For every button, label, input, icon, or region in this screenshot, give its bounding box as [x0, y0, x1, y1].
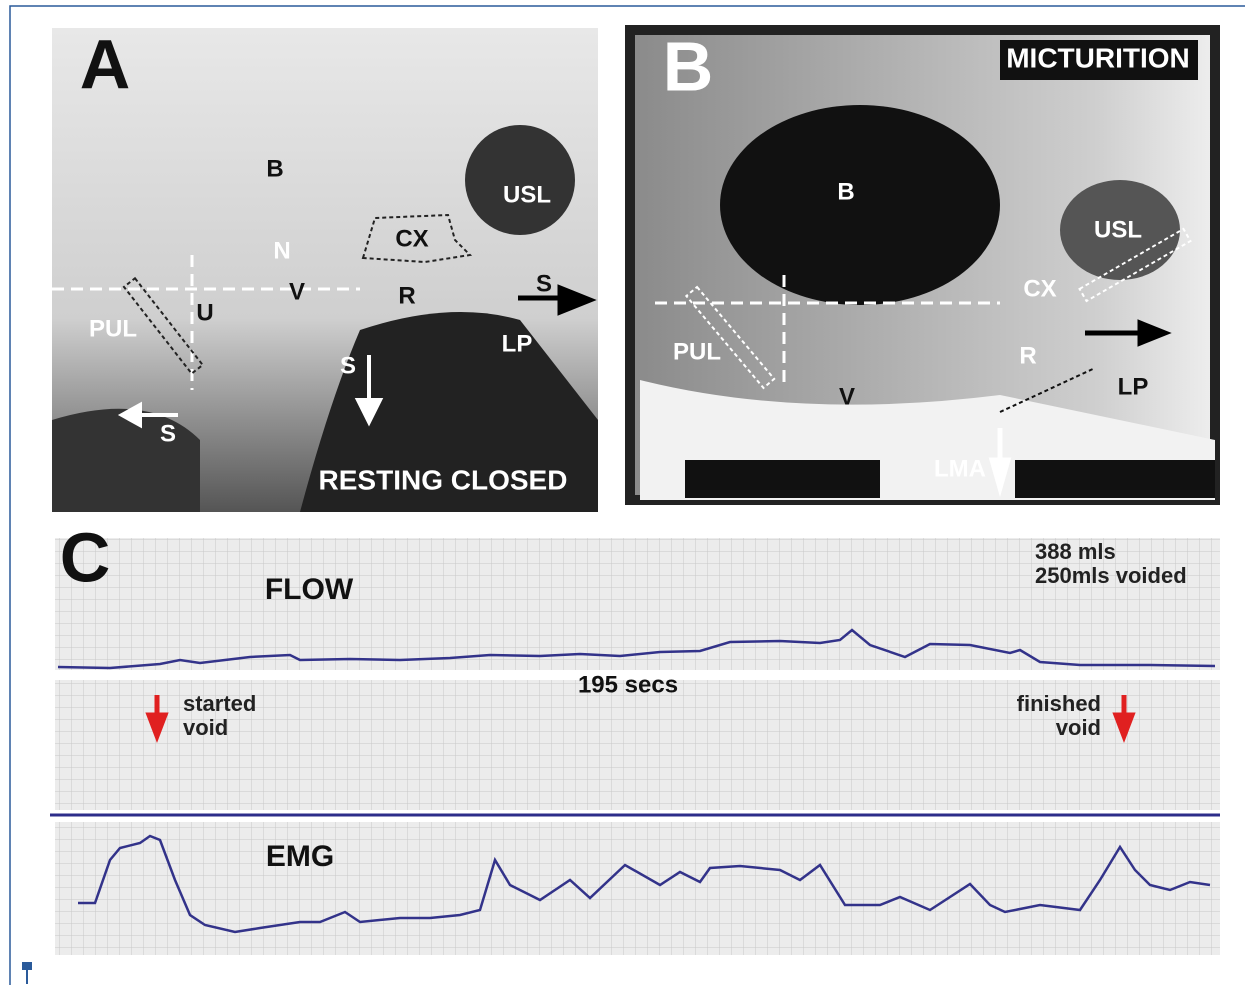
panel-a: A RESTING CLOSED B N V U R CX USL PUL S …	[52, 25, 598, 512]
label: N	[273, 237, 290, 264]
label: S	[340, 352, 356, 379]
finish-label: finished	[1017, 691, 1101, 716]
label: B	[266, 155, 283, 182]
label: PUL	[673, 338, 721, 365]
label: LP	[502, 330, 533, 357]
start-label: started	[183, 691, 256, 716]
trace-label: FLOW	[265, 573, 354, 606]
label: USL	[503, 181, 551, 208]
label: U	[196, 299, 213, 326]
panel-title: MICTURITION	[1006, 42, 1190, 73]
voided: 250mls voided	[1035, 563, 1187, 588]
label: S	[160, 420, 176, 447]
label: PUL	[89, 315, 137, 342]
panel-b: B MICTURITION B USL CX PUL V R LP LMA	[630, 27, 1215, 500]
figure: A RESTING CLOSED B N V U R CX USL PUL S …	[0, 0, 1245, 985]
label: S	[536, 270, 552, 297]
panel-letter: C	[60, 518, 111, 596]
label: R	[398, 282, 415, 309]
panel-c: C FLOW 388 mls 250mls voided 195 secs st…	[50, 518, 1220, 955]
caption: RESTING CLOSED	[319, 464, 568, 495]
trace-label: EMG	[266, 840, 334, 873]
label: LMA	[934, 455, 986, 482]
label: B	[837, 178, 854, 205]
duration: 195 secs	[578, 671, 678, 698]
label: CX	[395, 225, 428, 252]
label: R	[1019, 342, 1036, 369]
label: USL	[1094, 216, 1142, 243]
finish-label: void	[1056, 715, 1101, 740]
marker	[22, 962, 32, 984]
volume: 388 mls	[1035, 539, 1116, 564]
panel-letter: A	[80, 25, 131, 103]
panel-letter: B	[663, 27, 714, 105]
label: V	[839, 383, 855, 410]
label: CX	[1023, 275, 1056, 302]
label: V	[289, 278, 305, 305]
start-label: void	[183, 715, 228, 740]
label: LP	[1118, 373, 1149, 400]
